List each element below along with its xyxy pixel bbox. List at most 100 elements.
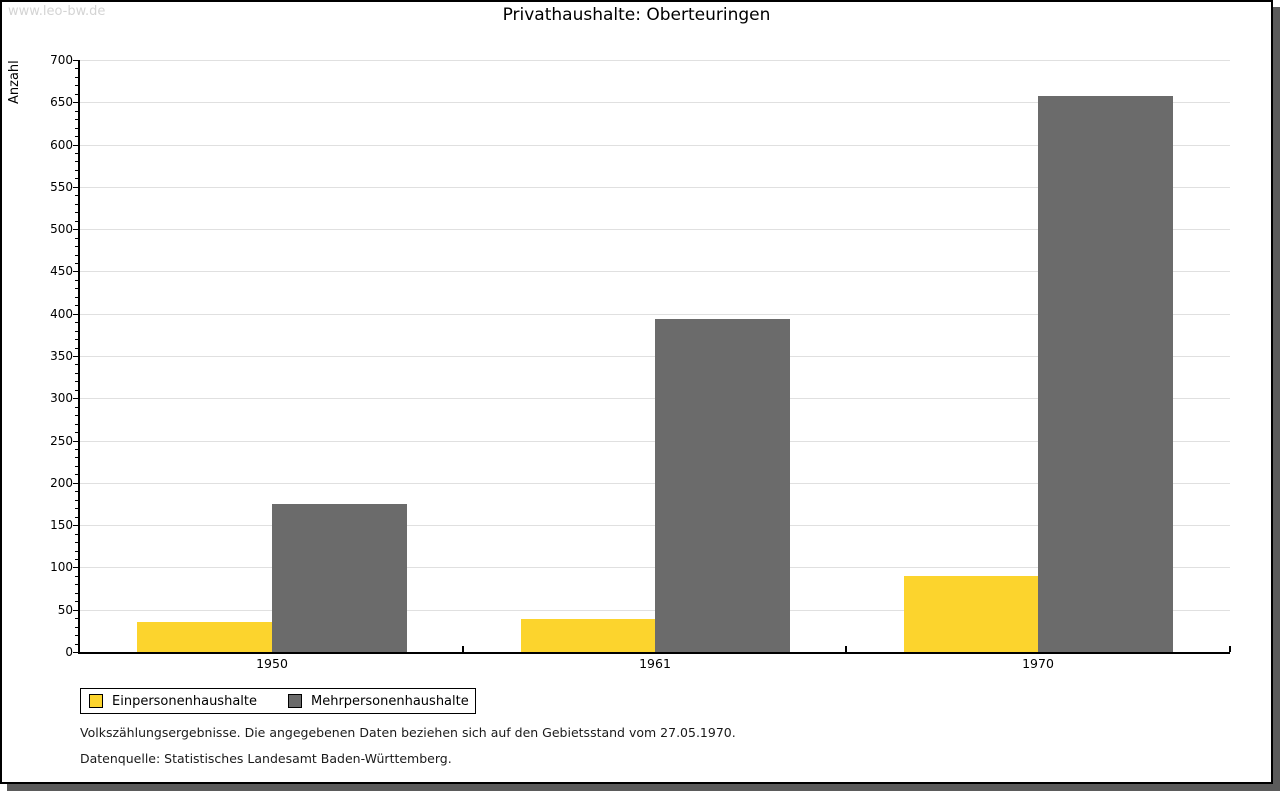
legend-entry: Einpersonenhaushalte (89, 694, 257, 709)
y-axis-tick-minor (75, 601, 78, 602)
gridline (80, 187, 1230, 188)
y-axis-tick-major (73, 567, 78, 568)
y-axis-tick-minor (75, 221, 78, 222)
y-axis-tick-minor (75, 339, 78, 340)
bar-1950-mehrpersonenhaushalte (272, 504, 407, 652)
y-axis-tick-major (73, 314, 78, 315)
legend-label: Mehrpersonenhaushalte (311, 693, 469, 709)
y-axis-tick-minor (75, 584, 78, 585)
y-axis-tick-minor (75, 153, 78, 154)
bar-1970-mehrpersonenhaushalte (1038, 96, 1173, 652)
legend-entry: Mehrpersonenhaushalte (288, 694, 469, 709)
y-axis-tick-minor (75, 322, 78, 323)
y-axis-tick-major (73, 60, 78, 61)
bar-1970-einpersonenhaushalte (904, 576, 1039, 652)
y-axis-tick-minor (75, 644, 78, 645)
y-axis-tick-minor (75, 255, 78, 256)
y-tick-label: 150 (50, 518, 73, 532)
y-axis-tick-major (73, 271, 78, 272)
x-axis-tick (845, 646, 847, 652)
y-axis-tick-minor (75, 136, 78, 137)
legend-swatch-icon (89, 694, 103, 708)
y-axis-tick-minor (75, 195, 78, 196)
y-axis-tick-minor (75, 364, 78, 365)
plot-area (78, 60, 1231, 654)
y-tick-label: 50 (57, 603, 73, 617)
bar-1961-mehrpersonenhaushalte (655, 319, 790, 652)
y-axis-tick-minor (75, 94, 78, 95)
y-axis-tick-minor (75, 534, 78, 535)
watermark: www.leo-bw.de (8, 4, 106, 19)
y-axis-tick-major (73, 229, 78, 230)
gridline (80, 102, 1230, 103)
x-tick-label: 1950 (256, 656, 288, 671)
y-axis-tick-minor (75, 576, 78, 577)
y-axis-tick-major (73, 187, 78, 188)
y-tick-label: 350 (50, 349, 73, 363)
y-tick-label: 400 (50, 307, 73, 321)
y-tick-label: 550 (50, 180, 73, 194)
y-axis-tick-minor (75, 161, 78, 162)
y-axis-tick-minor (75, 432, 78, 433)
bar-1950-einpersonenhaushalte (137, 622, 272, 652)
y-axis-tick-minor (75, 204, 78, 205)
footnote-datasource: Datenquelle: Statistisches Landesamt Bad… (80, 751, 452, 766)
y-axis-tick-minor (75, 111, 78, 112)
x-axis-tick (462, 646, 464, 652)
y-axis-tick-minor (75, 119, 78, 120)
y-axis-tick-minor (75, 593, 78, 594)
y-axis-tick-minor (75, 474, 78, 475)
y-axis-tick-minor (75, 128, 78, 129)
y-axis-tick-major (73, 356, 78, 357)
y-axis-tick-minor (75, 373, 78, 374)
y-axis-tick-minor (75, 263, 78, 264)
y-axis-tick-minor (75, 559, 78, 560)
chart-title: Privathaushalte: Oberteuringen (502, 5, 771, 25)
y-axis-tick-minor (75, 238, 78, 239)
y-axis-tick-minor (75, 381, 78, 382)
y-axis-tick-minor (75, 466, 78, 467)
gridline (80, 145, 1230, 146)
y-axis-tick-minor (75, 517, 78, 518)
y-axis-tick-minor (75, 68, 78, 69)
y-tick-label: 300 (50, 391, 73, 405)
y-axis-tick-minor (75, 635, 78, 636)
y-axis-tick-minor (75, 508, 78, 509)
y-axis-tick-minor (75, 449, 78, 450)
x-tick-label: 1970 (1022, 656, 1054, 671)
y-axis-tick-minor (75, 246, 78, 247)
y-tick-label: 250 (50, 434, 73, 448)
y-axis-tick-minor (75, 407, 78, 408)
y-axis-tick-minor (75, 77, 78, 78)
y-axis-tick-minor (75, 551, 78, 552)
y-axis-tick-minor (75, 297, 78, 298)
y-axis-tick-major (73, 483, 78, 484)
y-axis-tick-minor (75, 491, 78, 492)
y-tick-label: 0 (65, 645, 73, 659)
y-tick-label: 100 (50, 560, 73, 574)
y-axis-tick-minor (75, 288, 78, 289)
y-axis-tick-minor (75, 212, 78, 213)
y-axis-tick-major (73, 525, 78, 526)
y-tick-label: 200 (50, 476, 73, 490)
y-tick-label: 700 (50, 53, 73, 67)
y-axis-tick-minor (75, 457, 78, 458)
y-axis-tick-minor (75, 390, 78, 391)
y-axis-tick-minor (75, 618, 78, 619)
y-axis-tick-minor (75, 170, 78, 171)
y-axis-tick-minor (75, 280, 78, 281)
y-axis-tick-minor (75, 85, 78, 86)
y-tick-label: 500 (50, 222, 73, 236)
x-tick-label: 1961 (639, 656, 671, 671)
y-axis-tick-major (73, 145, 78, 146)
legend: Einpersonenhaushalte Mehrpersonenhaushalt… (80, 688, 476, 714)
bar-1961-einpersonenhaushalte (521, 619, 656, 652)
y-axis-tick-minor (75, 178, 78, 179)
y-tick-label: 600 (50, 138, 73, 152)
gridline (80, 271, 1230, 272)
y-axis-tick-major (73, 398, 78, 399)
y-axis-tick-major (73, 652, 78, 653)
y-axis-tick-major (73, 610, 78, 611)
y-axis-tick-major (73, 102, 78, 103)
